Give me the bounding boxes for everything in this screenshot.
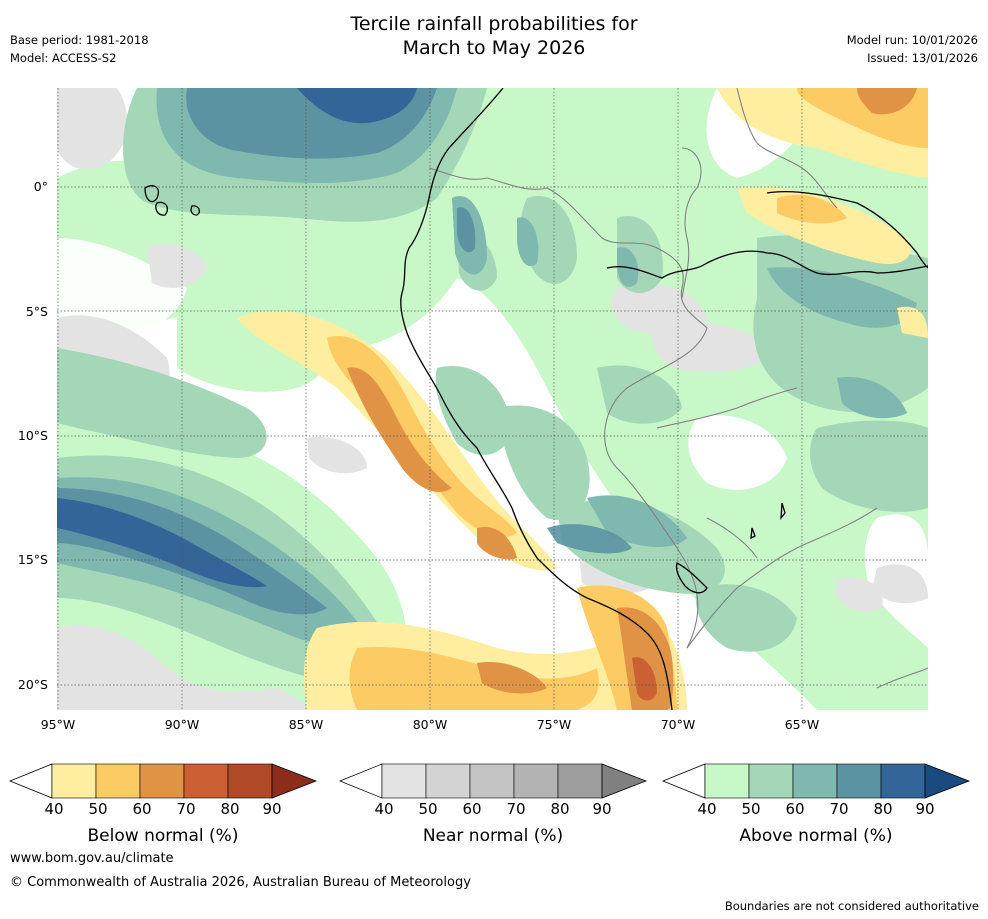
colorbar-below-normal	[8, 763, 318, 799]
colorbar-near-swatch-50	[381, 763, 427, 799]
colorbar-near-swatch-80	[513, 763, 559, 799]
lon-tick-3: 80°W	[412, 717, 448, 732]
legend-below-tick-80: 80	[220, 800, 240, 818]
issued-date: Issued: 13/01/2026	[867, 51, 978, 65]
legend-above-tick-80: 80	[873, 800, 893, 818]
legend-near-tick-50: 50	[418, 800, 438, 818]
model-run: Model run: 10/01/2026	[846, 33, 978, 47]
colorbar-near-extend-low	[338, 763, 383, 799]
lon-tick-5: 70°W	[660, 717, 696, 732]
base-period: Base period: 1981-2018	[10, 33, 149, 47]
title-line-1: Tercile rainfall probabilities for	[350, 13, 638, 35]
title-line-2: March to May 2026	[402, 37, 586, 59]
footer-copyright: © Commonwealth of Australia 2026, Austra…	[10, 875, 471, 890]
footer-url[interactable]: www.bom.gov.au/climate	[10, 851, 174, 866]
colorbar-below-swatch-60	[95, 763, 141, 799]
colorbar-above-swatch-60	[748, 763, 794, 799]
legend-near-ticks: 40 50 60 70 80 90	[338, 800, 648, 820]
colorbar-near-swatch-60	[425, 763, 471, 799]
lat-tick-0: 0°	[33, 179, 48, 194]
legend-below-ticks: 40 50 60 70 80 90	[8, 800, 318, 820]
legend-below-tick-70: 70	[176, 800, 196, 818]
colorbar-above-swatch-70	[792, 763, 838, 799]
lon-tick-6: 65°W	[784, 717, 820, 732]
colorbar-below-swatch-50	[51, 763, 97, 799]
colorbar-above-normal	[661, 763, 971, 799]
legend-below-tick-90: 90	[262, 800, 282, 818]
colorbar-below-swatch-90	[227, 763, 273, 799]
footer-disclaimer: Boundaries are not considered authoritat…	[724, 899, 979, 913]
country-borders	[428, 88, 928, 689]
above-normal-80-layer	[57, 88, 417, 588]
lon-tick-1: 90°W	[164, 717, 200, 732]
legend-above-tick-70: 70	[829, 800, 849, 818]
legend-below-tick-40: 40	[44, 800, 64, 818]
legend-near-normal: 40 50 60 70 80 90 Near normal (%)	[338, 760, 648, 846]
colorbar-below-extend-high	[271, 763, 318, 799]
below-normal-60-layer	[347, 88, 917, 710]
legend-near-tick-80: 80	[550, 800, 570, 818]
colorbar-below-extend-low	[8, 763, 53, 799]
graticule	[57, 88, 928, 710]
colorbar-above-swatch-80	[836, 763, 882, 799]
lon-tick-4: 75°W	[536, 717, 572, 732]
colorbar-above-extend-low	[661, 763, 706, 799]
coastline	[144, 88, 928, 710]
legend-near-tick-70: 70	[506, 800, 526, 818]
lat-tick-1: 5°S	[25, 304, 48, 319]
legend-below-title: Below normal (%)	[87, 826, 239, 846]
lat-tick-3: 15°S	[17, 552, 48, 567]
lon-tick-2: 85°W	[288, 717, 324, 732]
meta-right: Model run: 10/01/2026 Issued: 13/01/2026	[847, 31, 978, 67]
legend-above-tick-50: 50	[741, 800, 761, 818]
map-title: Tercile rainfall probabilities for March…	[0, 12, 988, 60]
colorbar-near-extend-high	[601, 763, 648, 799]
model-name: Model: ACCESS-S2	[10, 51, 117, 65]
legend-below-tick-50: 50	[88, 800, 108, 818]
colorbar-near-normal	[338, 763, 648, 799]
lon-tick-0: 95°W	[40, 717, 76, 732]
colorbar-above-extend-high	[924, 763, 971, 799]
legend-above-normal: 40 50 60 70 80 90 Above normal (%)	[661, 760, 971, 846]
colorbar-above-swatch-50	[704, 763, 750, 799]
legend-below-tick-60: 60	[132, 800, 152, 818]
legend-near-title: Near normal (%)	[422, 826, 564, 846]
colorbar-below-swatch-70	[139, 763, 185, 799]
legend-near-tick-60: 60	[462, 800, 482, 818]
rainfall-map	[57, 88, 928, 710]
colorbar-above-swatch-90	[880, 763, 926, 799]
meta-left: Base period: 1981-2018 Model: ACCESS-S2	[10, 31, 149, 67]
legend-above-tick-40: 40	[697, 800, 717, 818]
lat-tick-2: 10°S	[17, 428, 48, 443]
colorbar-below-swatch-80	[183, 763, 229, 799]
legend-near-tick-90: 90	[592, 800, 612, 818]
below-normal-70-layer	[632, 657, 657, 701]
colorbar-near-swatch-90	[557, 763, 603, 799]
legend-above-tick-90: 90	[915, 800, 935, 818]
colorbar-near-swatch-70	[469, 763, 515, 799]
legend-near-tick-40: 40	[374, 800, 394, 818]
legend-below-normal: 40 50 60 70 80 90 Below normal (%)	[8, 760, 318, 846]
legend-above-tick-60: 60	[785, 800, 805, 818]
legend-above-title: Above normal (%)	[739, 826, 893, 846]
lat-tick-4: 20°S	[17, 677, 48, 692]
legend-above-ticks: 40 50 60 70 80 90	[661, 800, 971, 820]
